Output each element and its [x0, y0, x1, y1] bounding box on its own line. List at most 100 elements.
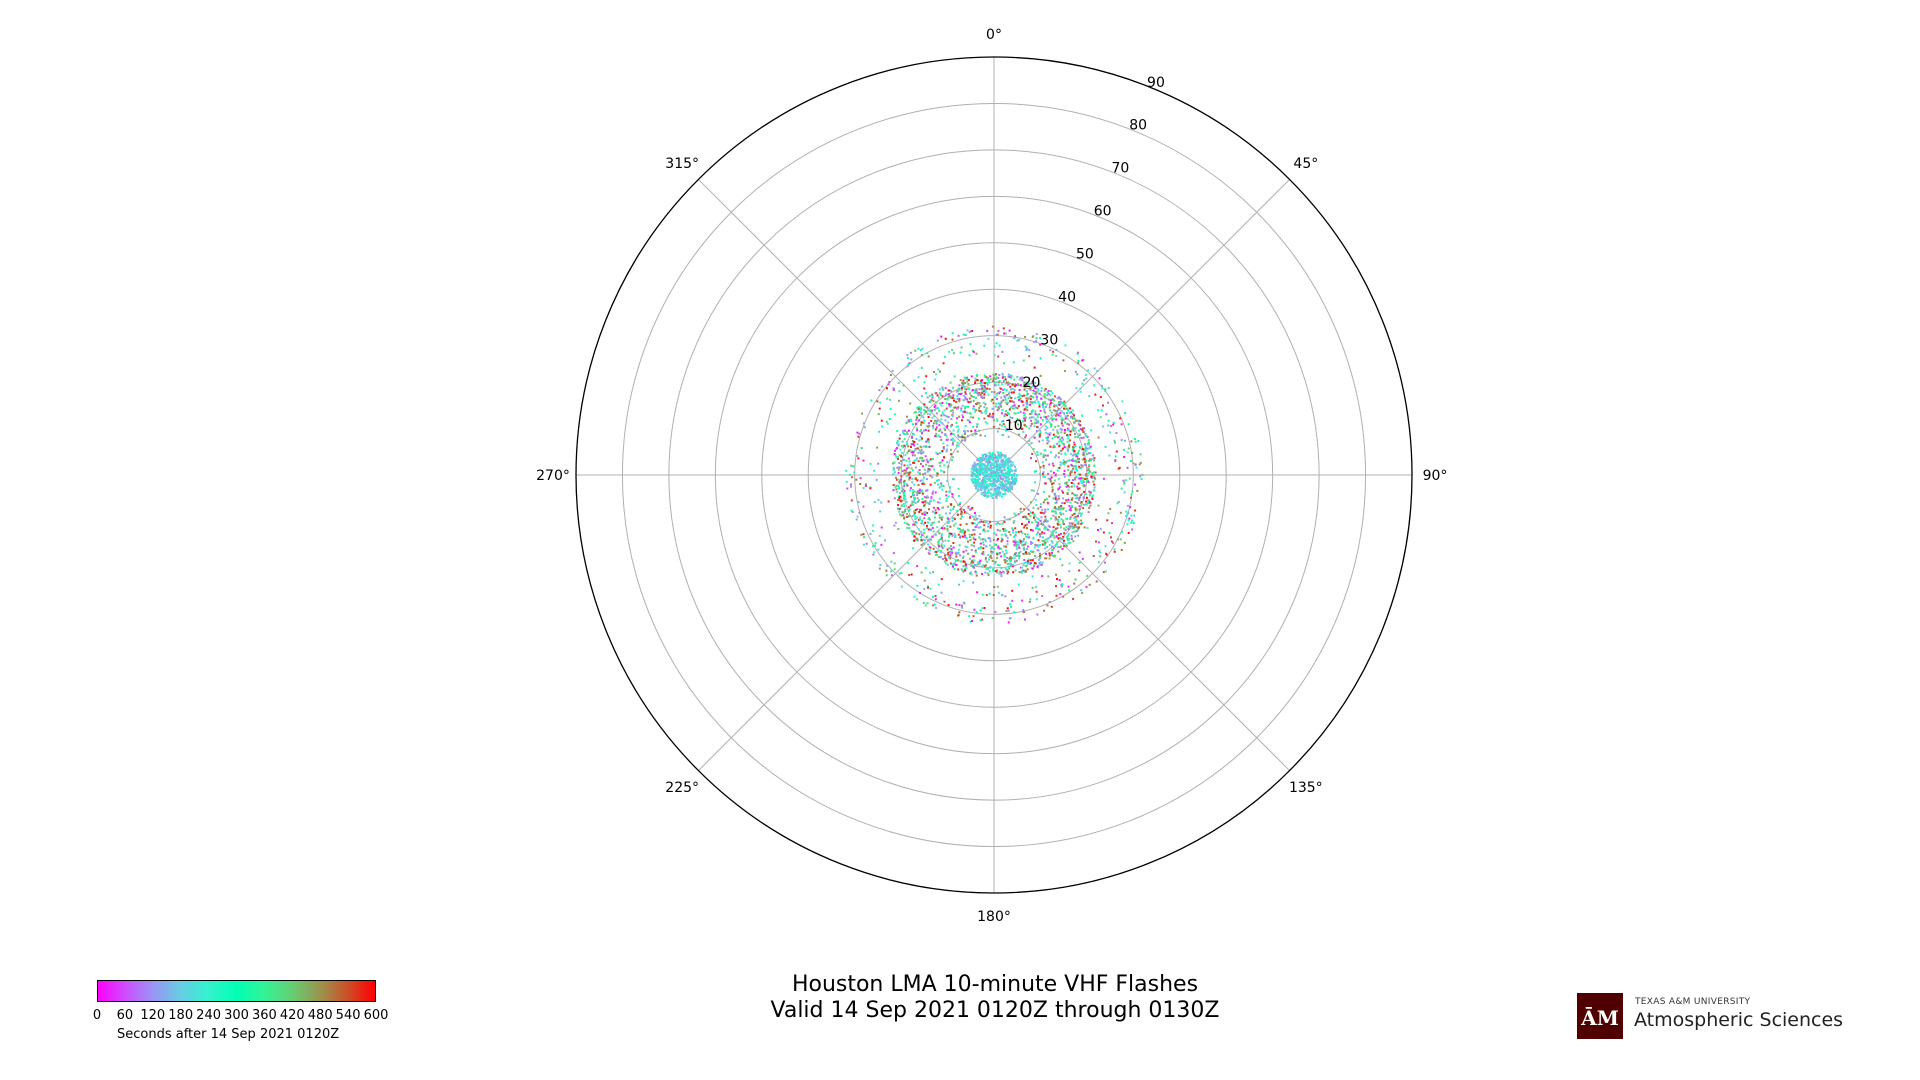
vhf-point — [1015, 531, 1017, 534]
vhf-point — [1080, 519, 1083, 522]
vhf-point — [964, 396, 967, 399]
vhf-point — [923, 542, 926, 545]
vhf-point — [1060, 505, 1063, 508]
vhf-point — [976, 471, 979, 474]
vhf-point — [1052, 530, 1055, 533]
vhf-point — [1003, 460, 1006, 463]
vhf-point — [1020, 378, 1023, 381]
vhf-point — [1008, 376, 1011, 378]
vhf-point — [918, 414, 921, 417]
vhf-point — [895, 456, 898, 459]
vhf-point — [1025, 381, 1028, 384]
vhf-point — [1088, 506, 1091, 509]
vhf-point — [1063, 460, 1066, 463]
vhf-point — [942, 442, 945, 445]
vhf-point — [1041, 543, 1044, 546]
vhf-point — [1041, 439, 1044, 442]
vhf-point — [1001, 376, 1004, 379]
vhf-point — [1123, 541, 1126, 544]
vhf-point — [1038, 528, 1041, 531]
vhf-point — [1001, 463, 1004, 466]
vhf-point — [1019, 566, 1022, 569]
vhf-point — [1078, 433, 1081, 436]
vhf-point — [944, 387, 947, 390]
vhf-point — [1036, 613, 1039, 616]
vhf-point — [1068, 443, 1071, 446]
vhf-point — [862, 459, 865, 462]
vhf-point — [980, 396, 983, 399]
vhf-point — [952, 437, 954, 440]
vhf-point — [1011, 477, 1013, 480]
vhf-point — [940, 518, 943, 521]
vhf-point — [977, 484, 980, 487]
vhf-point — [1004, 473, 1007, 476]
vhf-point — [1067, 532, 1070, 535]
vhf-point — [932, 547, 935, 550]
vhf-point — [932, 530, 935, 533]
vhf-point — [1015, 477, 1018, 480]
vhf-point — [978, 409, 981, 412]
vhf-point — [1117, 500, 1120, 503]
vhf-point — [931, 527, 934, 529]
vhf-point — [979, 547, 982, 550]
vhf-point — [991, 469, 994, 472]
vhf-point — [1065, 526, 1068, 529]
vhf-point — [1068, 562, 1071, 565]
vhf-point — [940, 484, 943, 487]
vhf-point — [1037, 389, 1040, 392]
vhf-point — [1018, 378, 1021, 381]
vhf-point — [1051, 545, 1053, 548]
vhf-point — [1006, 543, 1009, 546]
vhf-point — [984, 382, 986, 385]
vhf-point — [1088, 459, 1091, 462]
vhf-point — [960, 568, 963, 571]
vhf-point — [996, 333, 999, 336]
vhf-point — [1047, 472, 1050, 475]
vhf-point — [937, 479, 940, 481]
vhf-point — [1071, 409, 1074, 412]
vhf-point — [956, 398, 959, 400]
vhf-point — [982, 473, 985, 476]
vhf-point — [991, 483, 994, 486]
vhf-point — [1025, 561, 1028, 564]
vhf-point — [1062, 542, 1065, 545]
vhf-point — [1058, 435, 1061, 438]
vhf-point — [1000, 547, 1003, 550]
vhf-point — [1002, 399, 1005, 402]
vhf-point — [956, 425, 959, 428]
vhf-point — [953, 518, 956, 521]
vhf-point — [925, 440, 928, 443]
vhf-point — [909, 463, 912, 466]
vhf-point — [952, 406, 955, 409]
vhf-point — [1070, 537, 1073, 540]
vhf-point — [975, 475, 978, 478]
vhf-point — [912, 489, 915, 491]
vhf-point — [959, 409, 962, 412]
vhf-point — [1028, 355, 1031, 358]
vhf-point — [1085, 377, 1088, 380]
vhf-point — [896, 490, 899, 493]
vhf-point — [900, 460, 903, 463]
vhf-point — [1087, 439, 1090, 442]
vhf-point — [968, 412, 971, 415]
vhf-point — [936, 407, 939, 409]
vhf-point — [951, 349, 954, 351]
vhf-point — [1059, 558, 1062, 561]
vhf-point — [1105, 413, 1108, 416]
vhf-point — [906, 471, 909, 474]
vhf-point — [919, 450, 922, 453]
vhf-point — [1059, 526, 1062, 529]
vhf-point — [950, 532, 953, 535]
vhf-point — [919, 591, 921, 594]
vhf-point — [986, 560, 989, 563]
vhf-point — [1081, 557, 1084, 560]
vhf-point — [993, 453, 996, 456]
vhf-point — [996, 488, 999, 491]
vhf-point — [1122, 448, 1125, 451]
vhf-point — [880, 419, 883, 422]
vhf-point — [973, 484, 976, 487]
vhf-point — [1037, 531, 1039, 534]
vhf-point — [983, 388, 986, 391]
vhf-point — [995, 466, 998, 469]
vhf-point — [1054, 516, 1057, 519]
